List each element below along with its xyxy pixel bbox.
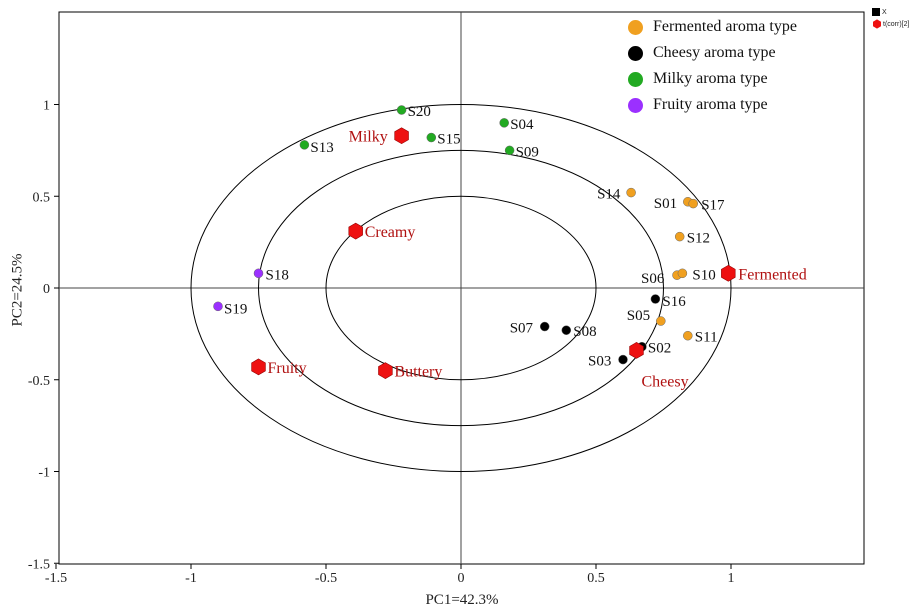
point-label-s15: S15: [437, 132, 460, 148]
variable-marker-milky: [394, 127, 409, 145]
legend-label-fruity: Fruity aroma type: [653, 96, 768, 113]
variable-marker-cheesy: [629, 342, 644, 359]
variable-marker-creamy: [348, 222, 363, 240]
data-point-s15: [426, 132, 437, 143]
variable-label-cheesy: Cheesy: [642, 373, 689, 390]
y-tick-label: -0.5: [28, 374, 50, 389]
mini-legend-item-corr: t(corr)[2]: [872, 18, 909, 30]
x-tick-label: 0.5: [587, 571, 605, 586]
variable-marker-fruity: [251, 358, 266, 376]
data-point-s09: [504, 145, 515, 156]
y-tick-label: -1: [38, 466, 50, 481]
data-point-s13: [299, 140, 310, 150]
variable-label-milky: Milky: [349, 129, 388, 146]
x-tick-label: 0: [458, 571, 465, 586]
variable-marker-fermented: [721, 264, 736, 282]
x-tick-label: -0.5: [315, 571, 337, 586]
point-label-s16: S16: [662, 294, 686, 310]
data-point-s05: [656, 316, 666, 326]
legend-item-fruity: Fruity aroma type: [628, 92, 797, 118]
variable-label-buttery: Buttery: [394, 364, 442, 381]
data-point-s19: [213, 301, 223, 312]
point-label-s03: S03: [588, 354, 611, 370]
point-label-s12: S12: [687, 231, 710, 247]
point-label-s10: S10: [692, 267, 715, 283]
x-axis-label: PC1=42.3%: [425, 592, 499, 608]
variable-label-fermented: Fermented: [738, 266, 806, 283]
point-label-s08: S08: [573, 324, 596, 340]
data-point-s14: [626, 187, 636, 198]
correlation-ellipse-1: [258, 149, 664, 427]
data-point-s12: [674, 231, 685, 242]
point-label-s02: S02: [648, 341, 671, 357]
data-point-s08: [561, 325, 572, 335]
data-point-s10: [677, 268, 688, 279]
y-tick-label: 1: [43, 99, 50, 114]
point-label-s20: S20: [408, 104, 431, 120]
data-point-s18: [253, 268, 264, 279]
y-tick-label: 0: [43, 282, 50, 297]
legend-item-milky: Milky aroma type: [628, 66, 797, 92]
y-tick-label: -1.5: [28, 557, 50, 572]
legend: Fermented aroma type Cheesy aroma type M…: [628, 14, 797, 118]
correlation-ellipse-2: [190, 104, 732, 472]
legend-label-milky: Milky aroma type: [653, 70, 768, 87]
data-point-s07: [539, 321, 550, 332]
hexagon-marker-icon: [873, 19, 881, 29]
point-label-s11: S11: [695, 330, 718, 346]
point-label-s09: S09: [516, 144, 539, 160]
legend-marker-fermented: [628, 19, 643, 35]
point-label-s17: S17: [701, 198, 725, 214]
point-label-s06: S06: [641, 271, 665, 287]
x-tick-label: -1: [185, 571, 197, 586]
data-point-s17: [688, 198, 698, 209]
x-tick-label: 1: [728, 571, 735, 586]
point-label-s19: S19: [224, 301, 247, 317]
y-axis-label: PC2=24.5%: [9, 253, 26, 327]
legend-marker-milky: [628, 71, 643, 87]
variable-marker-buttery: [378, 362, 393, 379]
point-label-s13: S13: [310, 140, 333, 156]
square-marker-icon: [872, 8, 880, 16]
x-tick-label: -1.5: [45, 571, 67, 586]
legend-label-cheesy: Cheesy aroma type: [653, 44, 776, 61]
data-point-s11: [683, 330, 693, 341]
legend-marker-cheesy: [628, 45, 643, 61]
y-tick-label: 0.5: [33, 190, 51, 205]
legend-item-cheesy: Cheesy aroma type: [628, 40, 797, 66]
variable-label-fruity: Fruity: [268, 360, 307, 377]
point-label-s01: S01: [654, 196, 677, 212]
variable-label-creamy: Creamy: [365, 224, 416, 241]
point-label-s14: S14: [597, 187, 621, 203]
data-point-s16: [650, 294, 661, 304]
mini-legend: X t(corr)[2]: [872, 6, 909, 30]
point-label-s18: S18: [266, 267, 289, 283]
data-point-s03: [618, 354, 628, 365]
correlation-ellipse-0: [325, 195, 597, 381]
point-label-s05: S05: [627, 308, 650, 324]
data-point-s20: [396, 105, 407, 115]
mini-legend-label-x: X: [882, 8, 887, 16]
mini-legend-item-x: X: [872, 6, 909, 18]
point-label-s04: S04: [510, 117, 534, 133]
legend-item-fermented: Fermented aroma type: [628, 14, 797, 40]
point-label-s07: S07: [510, 321, 534, 337]
data-point-s04: [499, 118, 509, 128]
legend-label-fermented: Fermented aroma type: [653, 18, 797, 35]
legend-marker-fruity: [628, 97, 643, 113]
mini-legend-label-corr: t(corr)[2]: [883, 20, 910, 28]
